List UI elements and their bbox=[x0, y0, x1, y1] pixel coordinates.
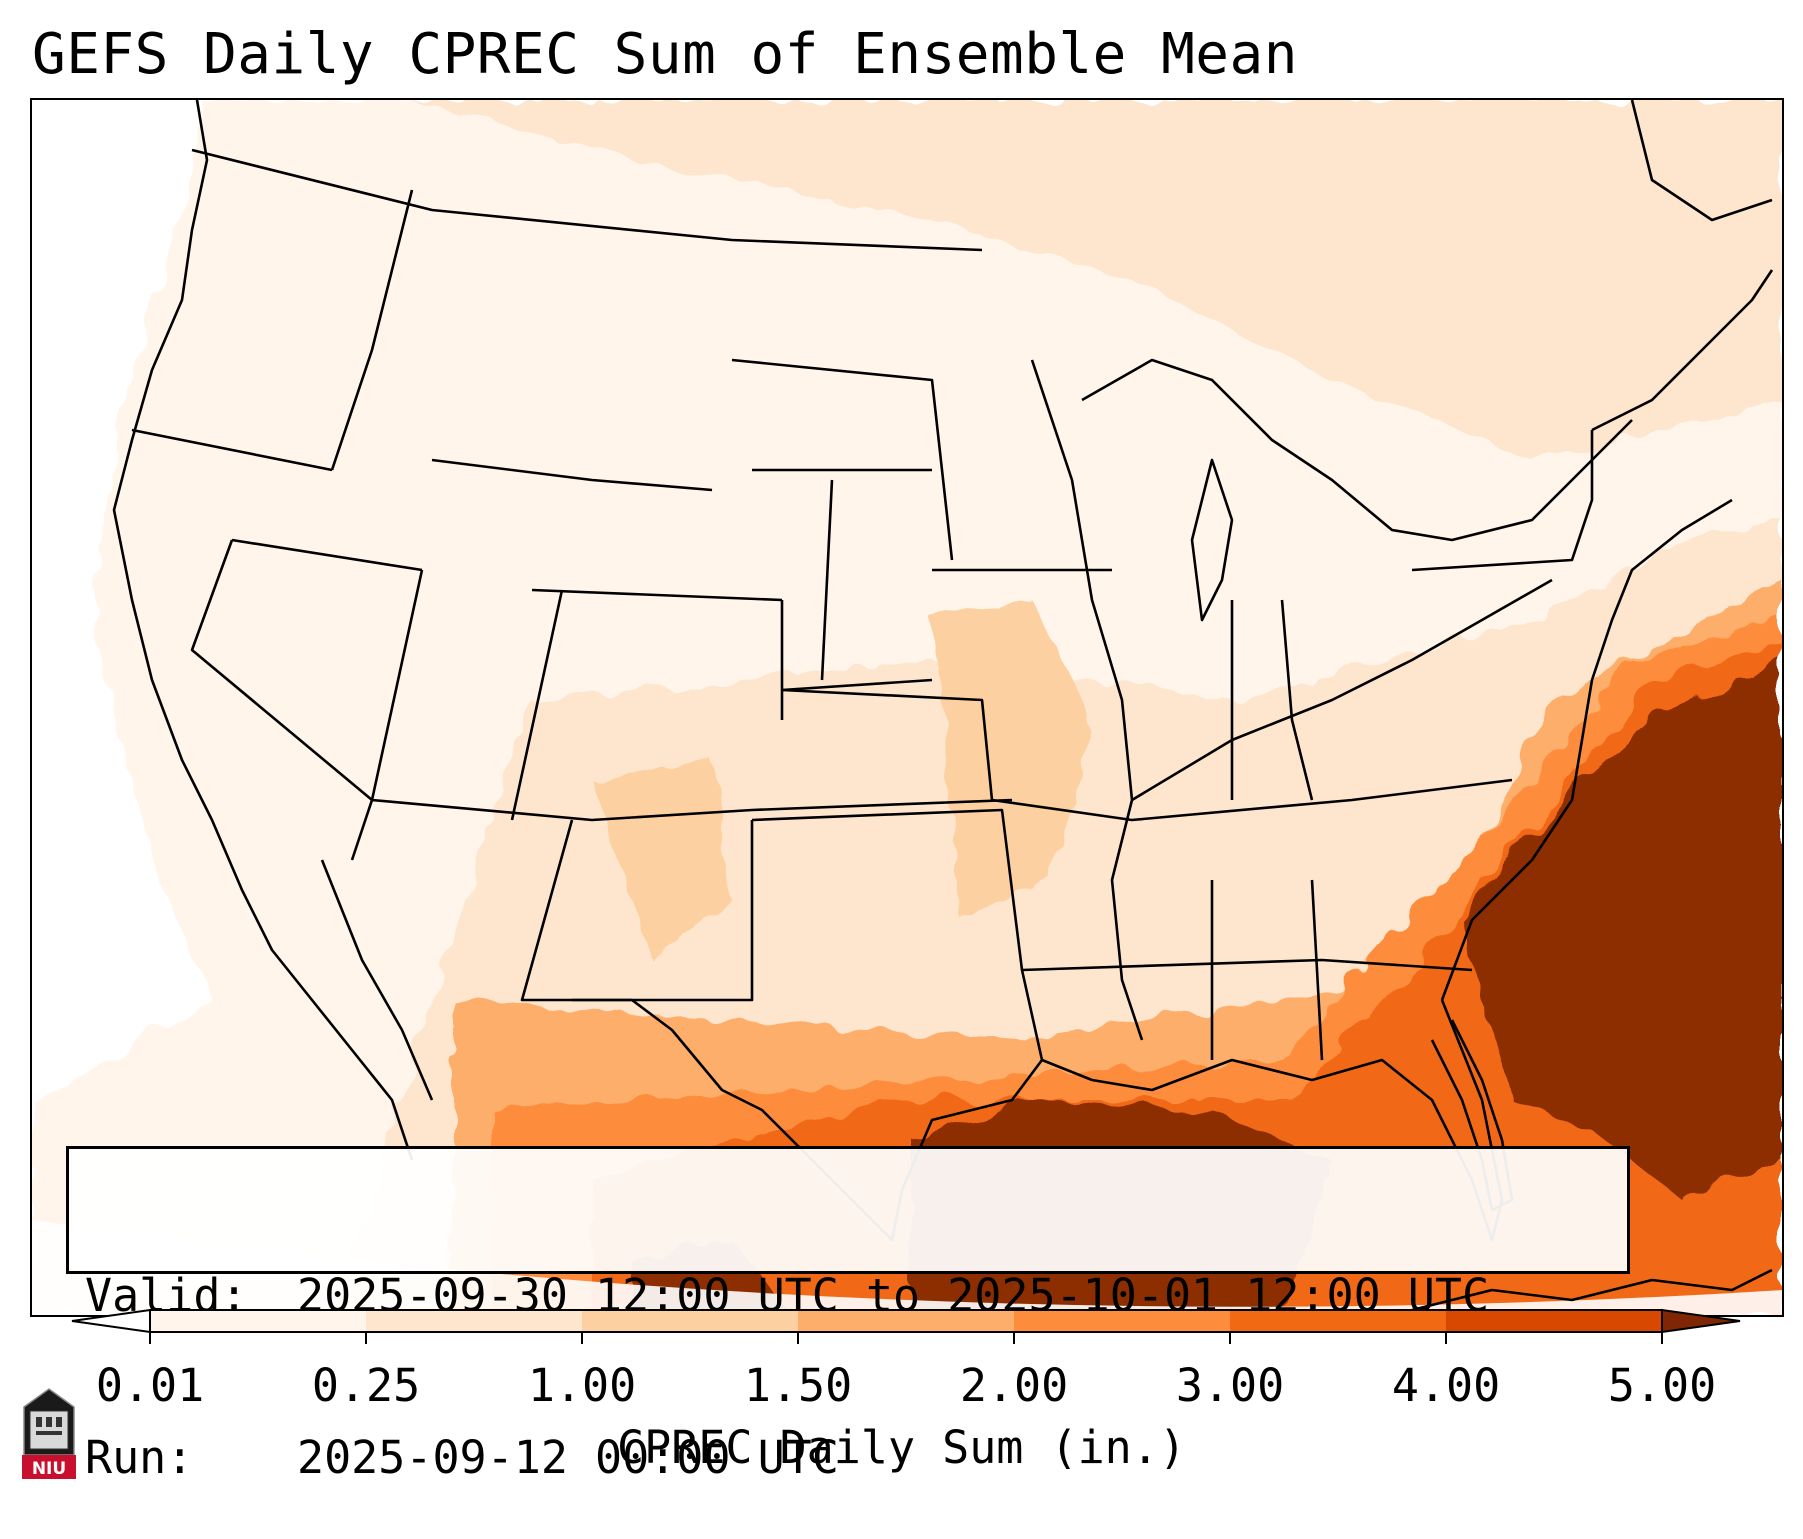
central-vertical-1 bbox=[820, 479, 834, 681]
colorbar-over-extension bbox=[1661, 1308, 1741, 1334]
midwest-line-2 bbox=[991, 778, 1513, 822]
lake-michigan bbox=[1190, 458, 1234, 622]
colorbar-segment bbox=[1230, 1310, 1447, 1332]
domain-edge bbox=[32, 1220, 1782, 1315]
run-row: Run: 2025-09-12 00:00 UTC bbox=[85, 1431, 1627, 1485]
chart-title: GEFS Daily CPREC Sum of Ensemble Mean bbox=[32, 22, 1298, 87]
canada-border bbox=[191, 148, 983, 252]
shade-extreme-atlantic bbox=[1462, 660, 1782, 1200]
nevada-east bbox=[370, 569, 424, 801]
colorbar-tick-label: 5.00 bbox=[1607, 1359, 1717, 1412]
new-england bbox=[1591, 269, 1774, 432]
mississippi-river bbox=[1030, 359, 1144, 1041]
baja-coast bbox=[320, 859, 434, 1101]
utah-colorado bbox=[510, 589, 564, 821]
state-borders bbox=[112, 100, 1774, 1312]
colorbar-tick-label: 3.00 bbox=[1175, 1359, 1285, 1412]
coastline-west bbox=[112, 100, 414, 1161]
kansas-box bbox=[781, 688, 994, 801]
cuba-outline bbox=[1411, 1268, 1773, 1312]
oklahoma-north bbox=[751, 798, 1013, 812]
colorbar-segment bbox=[798, 1310, 1015, 1332]
map-panel bbox=[30, 98, 1784, 1317]
precip-shading bbox=[32, 100, 1782, 1315]
southeast-line bbox=[1021, 958, 1473, 972]
northeast-line bbox=[1411, 430, 1594, 572]
colorbar-label: CPREC Daily Sum (in.) bbox=[617, 1421, 1186, 1474]
colorbar bbox=[71, 1308, 1741, 1344]
colorbar-tick-label: 1.50 bbox=[743, 1359, 853, 1412]
montana-south bbox=[431, 458, 713, 492]
colorbar-tick-label: 1.00 bbox=[527, 1359, 637, 1412]
shade-moderate-southwest bbox=[592, 760, 732, 960]
atlantic-coast bbox=[1440, 498, 1733, 1001]
shade-west-coast-dry bbox=[32, 100, 212, 1100]
nebraska-south bbox=[781, 678, 933, 692]
colorbar-tick-label: 0.01 bbox=[95, 1359, 205, 1412]
run-value: 2025-09-12 00:00 UTC bbox=[297, 1431, 839, 1484]
colorbar-tick-label: 2.00 bbox=[959, 1359, 1069, 1412]
colorbar-segment bbox=[366, 1310, 583, 1332]
colorado-north bbox=[531, 588, 783, 602]
idaho-west bbox=[330, 189, 414, 471]
colorbar-segment bbox=[150, 1310, 367, 1332]
colorbar-segment bbox=[1446, 1310, 1663, 1332]
colorbar-segment bbox=[1014, 1310, 1231, 1332]
colorbar-segment bbox=[582, 1310, 799, 1332]
california-diagonal bbox=[190, 539, 374, 861]
utah-arizona bbox=[371, 798, 753, 822]
canada-east-coast bbox=[1630, 100, 1773, 222]
valid-time-box: Valid: 2025-09-30 12:00 UTC to 2025-10-01… bbox=[66, 1146, 1630, 1484]
niu-logo-icon: NIU bbox=[22, 1388, 76, 1479]
colorbar-under-extension bbox=[71, 1308, 151, 1334]
shade-light-band-north bbox=[412, 100, 1782, 460]
dakotas-line bbox=[731, 358, 954, 561]
ohio-valley bbox=[1131, 578, 1553, 802]
precipitation-map bbox=[32, 100, 1782, 1315]
oregon-california bbox=[231, 538, 423, 572]
appalachian-line bbox=[1280, 599, 1314, 801]
shade-moderate-plains bbox=[932, 600, 1092, 920]
colorbar-tick-label: 0.25 bbox=[311, 1359, 421, 1412]
colorbar-tick-label: 4.00 bbox=[1391, 1359, 1501, 1412]
great-lakes-shore bbox=[1081, 358, 1633, 542]
central-vertical-4 bbox=[1310, 879, 1324, 1061]
new-mexico-box bbox=[520, 819, 754, 1002]
run-label: Run: bbox=[85, 1431, 194, 1484]
washington-oregon bbox=[131, 428, 333, 472]
colorbar-outline bbox=[149, 1309, 1663, 1333]
logo-text: NIU bbox=[32, 1459, 66, 1479]
